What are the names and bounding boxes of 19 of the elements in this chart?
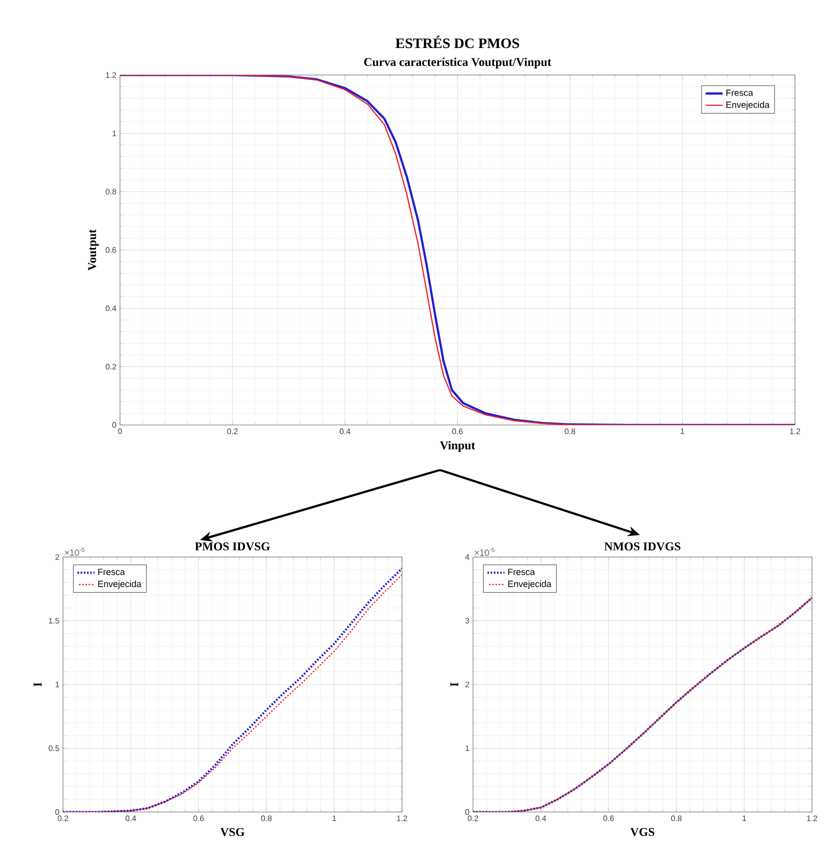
legend-label: Fresca <box>726 90 754 96</box>
chart-title: PMOS IDVSG <box>195 542 270 550</box>
x-axis-title: VSG <box>220 828 244 836</box>
y-axis-title: Voutput <box>88 229 99 271</box>
legend-label: Envejecida <box>726 101 770 110</box>
legend-label: Fresca <box>98 568 125 576</box>
x-axis-title: VGS <box>630 828 654 836</box>
legend-label: Fresca <box>508 568 535 576</box>
text: ×10$^{-5}$ <box>474 548 494 556</box>
y-axis-title: I <box>34 682 42 686</box>
legend-label: Envejecida <box>508 580 552 589</box>
y-axis-title: I <box>450 682 458 686</box>
x-axis-title: Vinput <box>440 440 476 452</box>
chart-title: NMOS IDVGS <box>604 542 680 550</box>
chart-title: ESTRÉS DC PMOS <box>396 36 520 48</box>
line-series <box>120 74 795 425</box>
text: ×10$^{-5}$ <box>64 548 84 556</box>
legend-label: Envejecida <box>98 580 142 589</box>
chart-subtitle: Curva característica Voutput/Vinput <box>364 58 552 68</box>
